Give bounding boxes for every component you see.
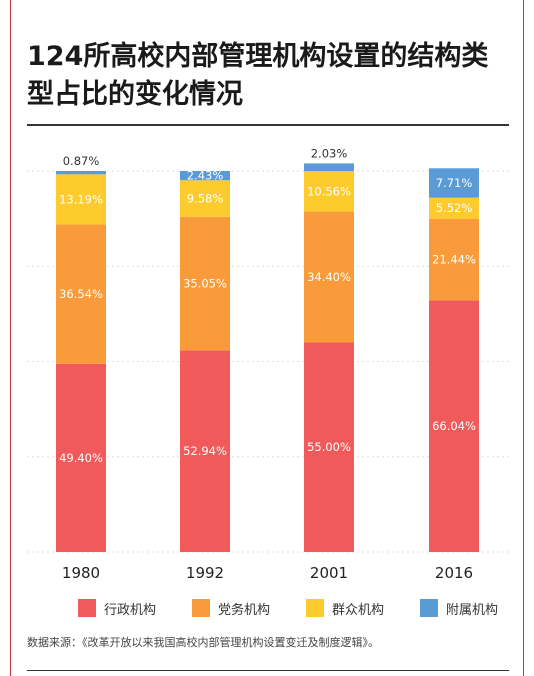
chart-frame: [10, 0, 524, 676]
bar-segment-群众机构: [180, 180, 230, 217]
legend-item: 党务机构: [192, 599, 270, 618]
data-label: 35.05%: [183, 277, 227, 291]
bars: [56, 163, 479, 552]
bar-segment-附属机构: [304, 163, 354, 172]
bar-segment-群众机构: [56, 174, 106, 225]
bar-segment-党务机构: [56, 224, 106, 364]
bar-segment-群众机构: [429, 197, 479, 219]
bar-segment-行政机构: [56, 363, 106, 552]
bar-segment-行政机构: [304, 342, 354, 552]
data-label: 5.52%: [436, 201, 473, 215]
legend-label: 群众机构: [332, 602, 385, 618]
bar-segment-附属机构: [429, 168, 479, 198]
data-label: 55.00%: [307, 440, 351, 454]
stacked-bar-chart: 49.40% 36.54% 13.19% 0.87% 52.94% 35.05% 9.58%…: [27, 146, 510, 582]
bottom-divider: [27, 670, 509, 671]
data-label: 21.44%: [432, 253, 476, 267]
legend-swatch: [420, 599, 438, 617]
title-divider: [27, 124, 509, 126]
bar-segment-行政机构: [429, 300, 479, 552]
bar-segment-党务机构: [429, 218, 479, 301]
data-label: 52.94%: [183, 444, 227, 458]
data-label: 66.04%: [432, 419, 476, 433]
data-label: 10.56%: [307, 184, 351, 198]
bar-segment-附属机构: [180, 171, 230, 181]
data-label: 7.71%: [436, 176, 473, 190]
data-label: 49.40%: [59, 451, 103, 465]
legend-label: 行政机构: [104, 602, 157, 618]
legend-item: 附属机构: [420, 599, 498, 618]
legend-label: 附属机构: [446, 602, 499, 618]
data-label: 0.87%: [63, 154, 100, 168]
legend-item: 群众机构: [306, 599, 384, 618]
legend-swatch: [78, 599, 96, 617]
legend-item: 行政机构: [78, 599, 156, 618]
data-label: 9.58%: [187, 192, 224, 206]
x-tick-label: 2016: [435, 564, 473, 582]
x-tick-label: 1980: [62, 564, 100, 582]
data-label: 2.03%: [311, 146, 348, 160]
x-tick-label: 2001: [310, 564, 348, 582]
value-labels: 49.40% 36.54% 13.19% 0.87% 52.94% 35.05% 9.58%…: [59, 146, 476, 464]
gridlines: [27, 170, 510, 553]
legend: 行政机构 党务机构 群众机构 附属机构: [78, 598, 498, 618]
data-label: 34.40%: [307, 270, 351, 284]
x-axis-labels: 1980 1992 2001 2016: [62, 564, 473, 582]
chart-title: 124所高校内部管理机构设置的结构类型占比的变化情况: [27, 41, 489, 110]
bar-segment-党务机构: [180, 216, 230, 351]
legend-swatch: [192, 599, 210, 617]
bar-segment-群众机构: [304, 171, 354, 212]
x-tick-label: 1992: [186, 564, 224, 582]
bar-segment-附属机构: [56, 171, 106, 175]
legend-label: 党务机构: [218, 602, 271, 618]
source-note: 数据来源：《改革开放以来我国高校内部管理机构设置变迁及制度逻辑》。: [27, 636, 379, 649]
bar-segment-党务机构: [304, 211, 354, 343]
data-label: 36.54%: [59, 287, 103, 301]
data-label: 13.19%: [59, 192, 103, 206]
legend-swatch: [306, 599, 324, 617]
bar-segment-行政机构: [180, 350, 230, 552]
data-label: 2.43%: [187, 169, 224, 183]
